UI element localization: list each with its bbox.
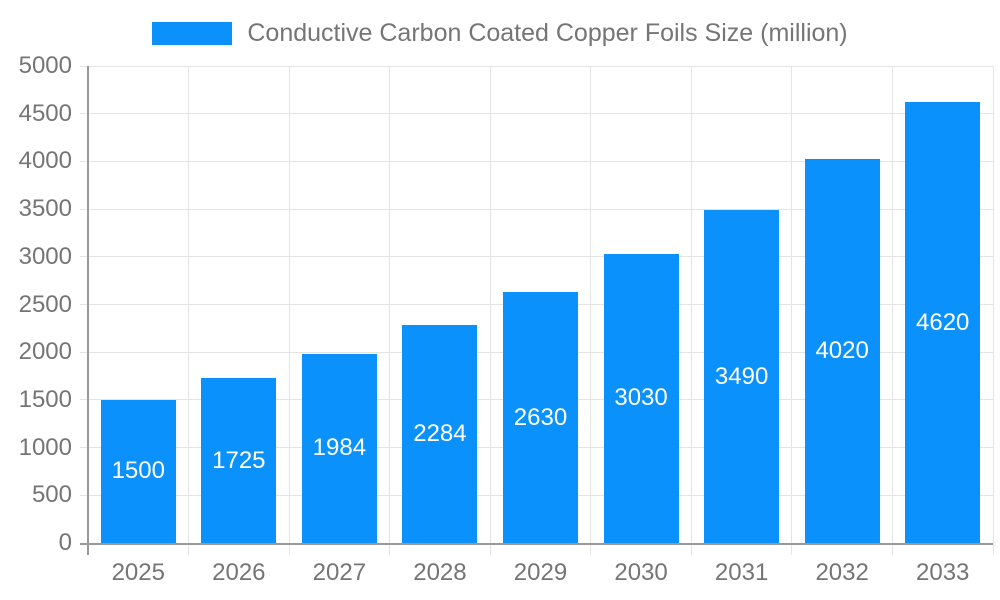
y-tick-label: 1000 (18, 433, 72, 461)
y-tick-label: 3000 (18, 242, 72, 270)
legend[interactable]: Conductive Carbon Coated Copper Foils Si… (0, 19, 1000, 48)
gridline-vertical (690, 66, 692, 555)
gridline-vertical (590, 66, 592, 555)
gridline-vertical (489, 66, 491, 555)
y-tick-label: 3500 (18, 195, 72, 223)
gridline-vertical (791, 66, 793, 555)
bar-value-label: 1984 (312, 434, 367, 462)
bar-value-label: 3490 (714, 362, 769, 390)
y-axis-line (87, 66, 89, 555)
legend-label: Conductive Carbon Coated Copper Foils Si… (247, 19, 848, 47)
bar-2032[interactable]: 4020 (804, 159, 880, 543)
gridline-horizontal (80, 256, 993, 258)
bar-value-label: 4020 (815, 337, 869, 365)
bar-value-label: 1725 (212, 446, 266, 474)
y-tick-label: 0 (58, 529, 72, 556)
x-axis-line (80, 542, 993, 545)
bar-2033[interactable]: 4620 (905, 102, 981, 543)
legend-swatch-icon (152, 22, 233, 45)
gridline-horizontal (80, 160, 993, 162)
bar-value-label: 2284 (413, 420, 467, 448)
bar-value-label: 1500 (111, 457, 165, 485)
y-tick-label: 4000 (18, 147, 72, 175)
bar-value-label: 3030 (614, 384, 668, 412)
y-tick-label: 500 (31, 481, 72, 509)
x-tick-label: 2025 (111, 559, 165, 586)
bar-2027[interactable]: 1984 (301, 353, 377, 543)
x-tick-label: 2031 (714, 559, 769, 586)
gridline-horizontal (80, 113, 993, 115)
gridline-vertical (288, 66, 290, 555)
x-tick-label: 2026 (212, 559, 266, 586)
bar-2025[interactable]: 1500 (100, 399, 176, 543)
x-tick-label: 2028 (413, 559, 467, 586)
y-tick-label: 5000 (18, 52, 72, 79)
gridline-horizontal (80, 208, 993, 210)
bar-2029[interactable]: 2630 (503, 292, 578, 543)
bar-2028[interactable]: 2284 (402, 325, 478, 543)
x-tick-label: 2029 (513, 559, 568, 586)
gridline-vertical (188, 66, 190, 555)
bar-value-label: 4620 (916, 308, 970, 336)
y-tick-label: 4500 (18, 99, 72, 127)
x-tick-label: 2032 (815, 559, 869, 586)
y-tick-label: 2000 (18, 338, 72, 366)
bar-2031[interactable]: 3490 (704, 210, 780, 543)
y-tick-label: 2500 (18, 290, 72, 318)
y-tick-label: 1500 (18, 385, 72, 413)
bar-2026[interactable]: 1725 (201, 378, 277, 543)
x-tick-label: 2030 (614, 559, 668, 586)
x-tick-label: 2027 (312, 559, 367, 586)
gridline-horizontal (80, 65, 993, 67)
gridline-vertical (389, 66, 391, 555)
gridline-vertical (992, 66, 994, 555)
bar-value-label: 2630 (513, 403, 568, 431)
bar-2030[interactable]: 3030 (603, 253, 679, 543)
gridline-vertical (891, 66, 893, 555)
x-tick-label: 2033 (916, 559, 970, 586)
